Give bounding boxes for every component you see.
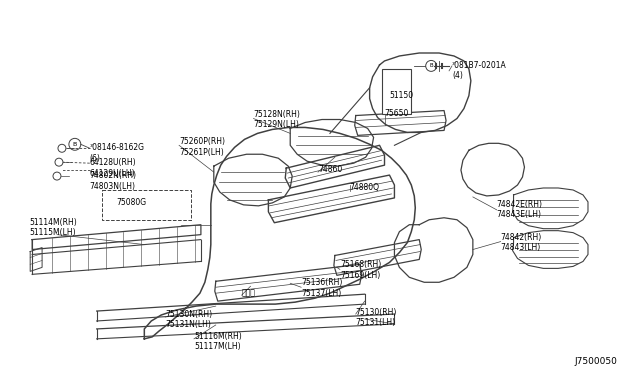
Text: J7500050: J7500050 xyxy=(575,357,618,366)
Text: B: B xyxy=(429,63,433,68)
Text: 75130N(RH)
75131N(LH): 75130N(RH) 75131N(LH) xyxy=(165,310,212,330)
Circle shape xyxy=(53,172,61,180)
Text: 74842(RH)
74843(LH): 74842(RH) 74843(LH) xyxy=(500,232,542,252)
Text: 74842E(RH)
74843E(LH): 74842E(RH) 74843E(LH) xyxy=(497,200,543,219)
Text: 64128U(RH)
64129U(LH): 64128U(RH) 64129U(LH) xyxy=(90,158,136,177)
Bar xyxy=(381,69,412,113)
Text: 75260P(RH)
75261P(LH): 75260P(RH) 75261P(LH) xyxy=(179,137,225,157)
Text: 75136(RH)
75137(LH): 75136(RH) 75137(LH) xyxy=(301,278,342,298)
Text: 51150: 51150 xyxy=(390,91,413,100)
Text: 74860: 74860 xyxy=(318,165,342,174)
Text: 51114M(RH)
51115M(LH): 51114M(RH) 51115M(LH) xyxy=(29,218,77,237)
Text: 74880Q: 74880Q xyxy=(350,183,380,192)
Text: 75130(RH)
75131(LH): 75130(RH) 75131(LH) xyxy=(356,308,397,327)
Text: B: B xyxy=(73,142,77,147)
Text: 74802N(RH)
74803N(LH): 74802N(RH) 74803N(LH) xyxy=(90,171,137,190)
Circle shape xyxy=(55,158,63,166)
Text: 75128N(RH)
75129N(LH): 75128N(RH) 75129N(LH) xyxy=(253,110,300,129)
Text: 未墘表: 未墘表 xyxy=(241,288,255,297)
Text: 75650: 75650 xyxy=(385,109,409,118)
Text: ³08146-8162G
(6): ³08146-8162G (6) xyxy=(90,143,145,163)
Text: 51116M(RH)
51117M(LH): 51116M(RH) 51117M(LH) xyxy=(194,332,242,351)
Text: 75168(RH)
75169(LH): 75168(RH) 75169(LH) xyxy=(340,260,381,280)
Text: ³081B7-0201A
(4): ³081B7-0201A (4) xyxy=(452,61,507,80)
Bar xyxy=(102,190,191,220)
Circle shape xyxy=(58,144,66,152)
Text: 75080G: 75080G xyxy=(116,198,147,207)
